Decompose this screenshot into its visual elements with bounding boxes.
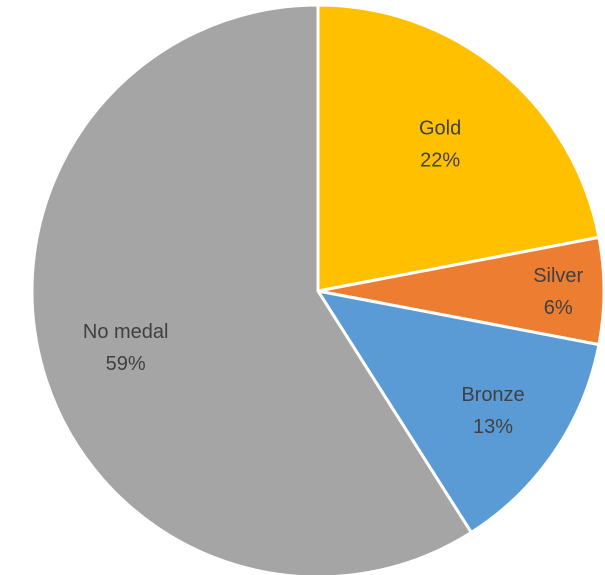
slice-label-bronze: Bronze bbox=[461, 384, 524, 406]
pie-slice-no-medal bbox=[30, 3, 473, 575]
slice-label-gold: Gold bbox=[419, 117, 461, 139]
pie-slice-gold bbox=[316, 3, 601, 293]
pie-slice-bronze bbox=[316, 289, 601, 534]
pie-labels: Gold 22% Silver 6% Bronze 13% No medal 59% bbox=[83, 117, 584, 438]
slice-percent-bronze: 13% bbox=[473, 416, 513, 438]
slice-percent-silver: 6% bbox=[544, 297, 573, 319]
slice-label-silver: Silver bbox=[533, 265, 583, 287]
slice-label-no-medal: No medal bbox=[83, 321, 169, 343]
pie-slices bbox=[30, 3, 605, 575]
slice-percent-gold: 22% bbox=[420, 149, 460, 171]
slice-percent-no-medal: 59% bbox=[106, 353, 146, 375]
